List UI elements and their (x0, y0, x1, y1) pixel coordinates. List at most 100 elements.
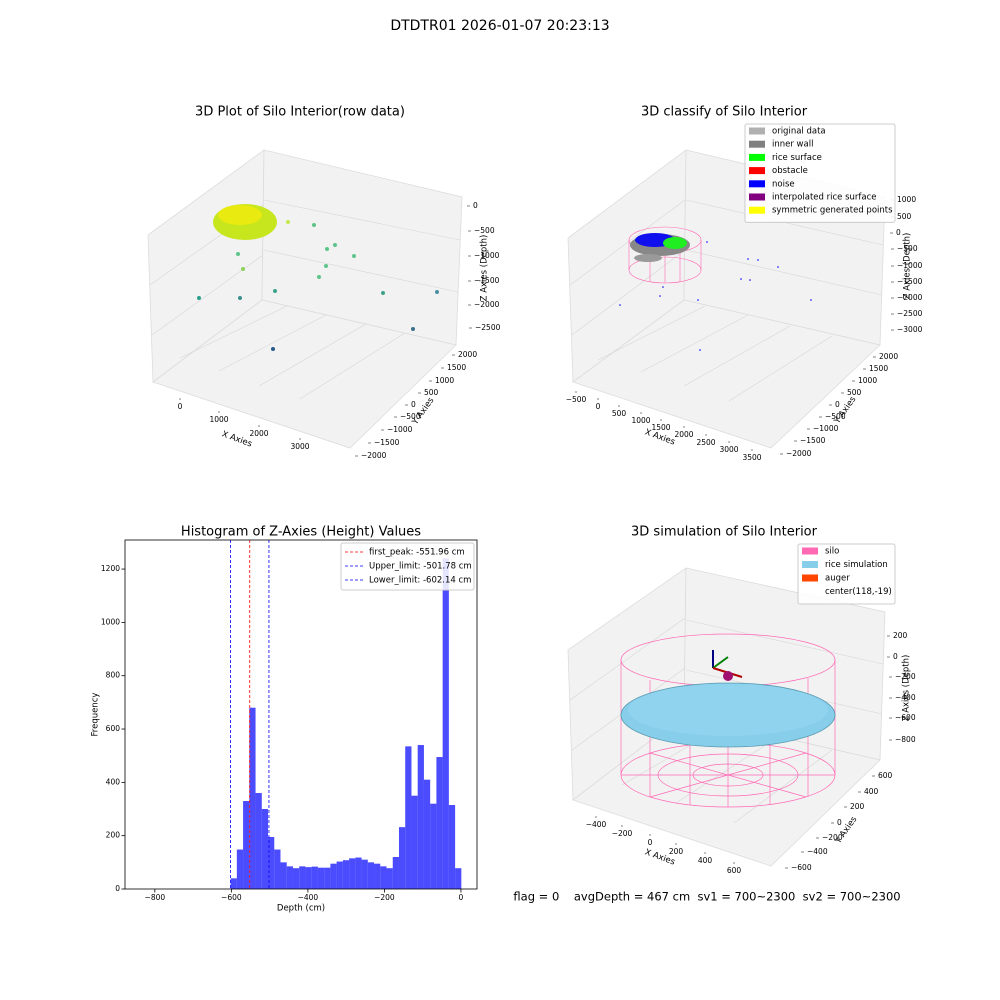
y-tick-label: −200 (822, 833, 843, 842)
legend-label: auger (825, 574, 850, 584)
z-tick-label: −2000 (474, 300, 500, 309)
inner-wall (634, 254, 662, 262)
axes-3d (567, 567, 886, 867)
bar (367, 862, 375, 889)
bar (411, 795, 418, 889)
bar (274, 849, 281, 889)
z-tick-label: −500 (474, 226, 495, 235)
x-tick-label: 200 (669, 847, 684, 856)
legend-label: silo (825, 547, 839, 557)
bar (280, 862, 287, 889)
bar (249, 707, 256, 889)
x-tick-label: 500 (612, 409, 627, 418)
z-tick-label: −2500 (897, 309, 923, 318)
y-tick-label: −500 (825, 412, 846, 421)
z-axis-label: Z Axies (Depth) (480, 235, 490, 302)
bar (292, 868, 300, 889)
z-tick-label: −3000 (897, 325, 923, 334)
bar (392, 857, 399, 889)
z-tick-label: −1000 (474, 251, 500, 260)
z-tick-label: −800 (895, 735, 916, 744)
x-tick-label: 1000 (209, 415, 228, 424)
legend-label: rice surface (772, 153, 822, 163)
z-axis-label: Z Axies (Depth) (902, 655, 912, 722)
legend-label: rice simulation (825, 560, 888, 570)
bar (336, 861, 343, 889)
bar (268, 837, 275, 889)
y-tick-label: 200 (106, 831, 121, 840)
footer-text: flag = 0 avgDepth = 467 cm sv1 = 700~230… (513, 890, 900, 904)
bar (380, 866, 387, 889)
y-tick-label: −1000 (813, 424, 839, 433)
legend-box (340, 542, 475, 591)
axes-frame (124, 539, 478, 890)
point-cloud (218, 205, 262, 225)
bar (430, 803, 437, 889)
y-tick-label: 1000 (435, 376, 454, 385)
y-tick-label: 1000 (858, 376, 877, 385)
legend-label: Upper_limit: -501.78 cm (369, 562, 472, 572)
y-tick-label: 2000 (879, 352, 898, 361)
x-axis-label: Depth (cm) (277, 904, 325, 914)
bar (317, 867, 325, 889)
y-axis-label: Frequency (91, 693, 101, 737)
x-tick-label: 2000 (249, 429, 268, 438)
legend-label: symmetric generated points (772, 206, 893, 216)
legend-swatch (749, 167, 765, 175)
z-tick-label: −1500 (474, 276, 500, 285)
legend-label: first_peak: -551.96 cm (369, 548, 465, 558)
z-tick-label: −200 (895, 672, 916, 681)
bar (243, 801, 250, 889)
z-tick-label: −2000 (897, 293, 923, 302)
z-tick-label: −600 (895, 713, 916, 722)
y-tick-label: −1500 (800, 436, 826, 445)
figure-title: DTDTR01 2026-01-07 20:23:13 (390, 18, 609, 34)
y-tick-label: 0 (837, 818, 842, 827)
y-tick-label: 0 (835, 400, 840, 409)
z-axis-label: Z Axies (Depth) (903, 233, 913, 300)
legend-label: interpolated rice surface (772, 193, 877, 203)
y-tick-label: 200 (850, 802, 865, 811)
bar (423, 779, 431, 889)
x-tick-label: 1000 (631, 416, 650, 425)
y-tick-label: 1500 (869, 364, 888, 373)
axes-title: 3D simulation of Silo Interior (631, 525, 818, 540)
rice-surface (663, 237, 687, 249)
x-tick-label: 0 (459, 893, 464, 902)
z-tick-label: −500 (897, 244, 918, 253)
legend-label: Lower_limit: -602.14 cm (369, 576, 471, 586)
x-tick-label: −400 (298, 893, 319, 902)
bar (342, 860, 350, 889)
bar (374, 863, 381, 889)
x-tick-label: 3500 (742, 453, 761, 462)
z-tick-label: 500 (897, 212, 912, 221)
legend-box (744, 123, 896, 223)
noise-points (619, 241, 812, 351)
bar (386, 868, 393, 889)
axes-title: Histogram of Z-Axies (Height) Values (181, 525, 421, 540)
x-tick-label: 3000 (290, 442, 309, 451)
z-tick-label: 0 (473, 201, 478, 210)
z-tick-label: −1500 (897, 277, 923, 286)
y-tick-label: 0 (115, 884, 120, 893)
bar (330, 863, 337, 889)
legend-label: original data (772, 127, 826, 137)
y-tick-label: 600 (878, 771, 893, 780)
bar (361, 859, 368, 889)
legend-swatch (749, 193, 765, 201)
y-tick-label: 2000 (458, 350, 477, 359)
legend-label: noise (772, 179, 795, 189)
x-tick-label: 3000 (719, 445, 738, 454)
bar (255, 793, 262, 889)
legend-label: obstacle (772, 166, 808, 176)
x-tick-label: 2000 (674, 430, 693, 439)
legend-swatch (749, 140, 765, 148)
y-tick-label: −400 (807, 847, 828, 856)
y-tick-label: 500 (847, 388, 862, 397)
bar (448, 805, 456, 889)
bar (355, 857, 362, 889)
bar (436, 757, 443, 889)
y-tick-label: 500 (424, 388, 439, 397)
bar (442, 558, 449, 889)
